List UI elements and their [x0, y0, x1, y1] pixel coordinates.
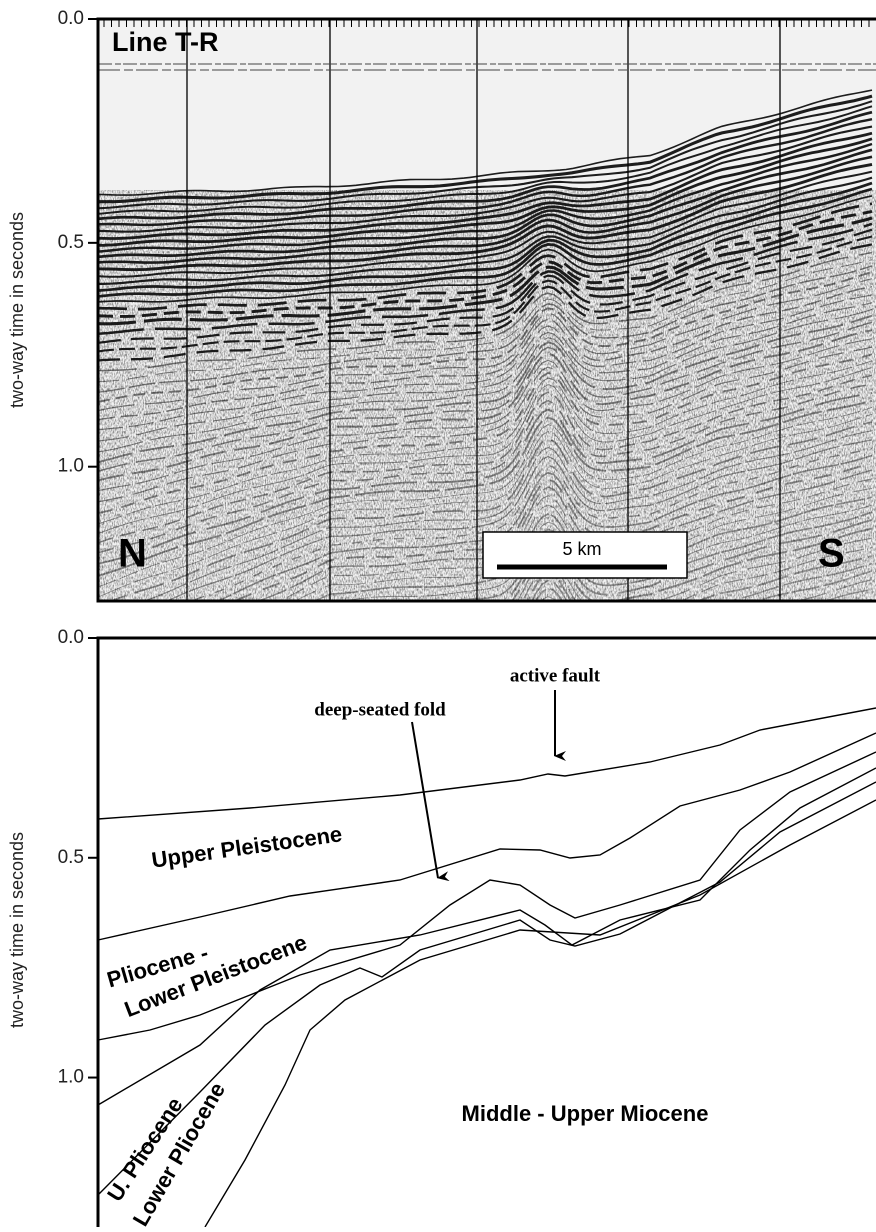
reflector [98, 131, 873, 240]
base-pliocene-pleistocene [97, 751, 876, 1041]
reflector [98, 302, 873, 442]
reflector [98, 110, 873, 221]
reflector [860, 598, 873, 601]
reflector [98, 259, 873, 383]
reflector [278, 478, 873, 601]
reflector [98, 399, 873, 577]
reflector [98, 162, 873, 272]
reflector [98, 374, 873, 544]
reflector [98, 391, 873, 565]
reflector [98, 360, 873, 525]
y-tick-label: 0.5 [58, 232, 84, 253]
reflector [98, 142, 873, 253]
y-tick-label: 0.5 [58, 847, 84, 868]
reflector [98, 89, 873, 196]
reflector [98, 117, 873, 227]
reflector [98, 321, 873, 473]
reflector [98, 216, 873, 326]
horizons [97, 707, 876, 1228]
y-axis-title: two-way time in seconds [7, 832, 27, 1028]
reflector [98, 270, 873, 403]
reflector [98, 294, 873, 431]
reflector [98, 265, 873, 393]
reflector [98, 187, 873, 298]
y-tick-label: 0.0 [58, 8, 84, 29]
reflector [98, 413, 873, 598]
reflector [98, 314, 873, 464]
deep-horizon [204, 799, 876, 1228]
reflector [526, 555, 873, 601]
reflector [338, 504, 873, 601]
base-u-pliocene [97, 767, 876, 1106]
reflector [98, 329, 873, 482]
y-tick-label: 0.0 [58, 627, 84, 648]
reflector [98, 222, 873, 336]
reflector [98, 228, 873, 344]
water-reflection [98, 63, 876, 71]
reflector [98, 251, 873, 372]
reflector [502, 519, 873, 601]
reflector [98, 346, 873, 503]
unit-label: Upper Pleistocene [150, 821, 344, 872]
reflector [98, 243, 873, 362]
reflector [98, 209, 873, 318]
reflector [531, 562, 873, 601]
unit-label: Middle - Upper Miocene [462, 1101, 709, 1126]
reflector [98, 181, 873, 292]
reflector [98, 148, 873, 259]
north-label: N [118, 532, 147, 576]
base-lower-pliocene [97, 781, 876, 1196]
scale-box [482, 531, 688, 579]
panel-frame [96, 636, 876, 1227]
base-upper-pleistocene [97, 732, 876, 941]
reflector [442, 511, 873, 601]
y-tick-label: 1.0 [58, 456, 84, 477]
south-label: S [818, 532, 845, 576]
reflector [312, 496, 873, 601]
reflector [165, 439, 873, 601]
reflector [98, 155, 873, 264]
scale-label: 5 km [562, 539, 601, 559]
reflector [823, 588, 873, 601]
seismic-section [98, 89, 876, 601]
reflector [98, 407, 873, 588]
reflector [98, 338, 873, 492]
y-tick-label: 1.0 [58, 1067, 84, 1088]
shotpoint-lines [186, 19, 781, 601]
reflector [98, 308, 873, 453]
reflector [98, 105, 873, 215]
fold-arrow [411, 721, 450, 882]
annotation: deep-seated fold [314, 699, 446, 720]
reflector [540, 579, 873, 601]
line-label: Line T-R [112, 27, 219, 57]
reflector [142, 430, 873, 601]
reflector [98, 125, 873, 233]
reflector [98, 367, 873, 534]
reflector [98, 285, 873, 421]
panel-frame [96, 17, 876, 603]
annotation: active fault [510, 665, 601, 686]
reflector [98, 278, 873, 412]
reflector [98, 176, 873, 285]
reflector [98, 202, 873, 311]
seafloor [97, 707, 876, 820]
y-axis-title: two-way time in seconds [7, 212, 27, 408]
reflector [233, 461, 873, 601]
reflector [98, 195, 873, 303]
reflector [98, 100, 873, 210]
reflector [109, 421, 873, 601]
reflector [98, 94, 873, 204]
reflector [98, 170, 873, 278]
reflector [534, 570, 873, 601]
reflector [98, 235, 873, 353]
reflector [98, 137, 873, 247]
reflector [98, 353, 873, 515]
